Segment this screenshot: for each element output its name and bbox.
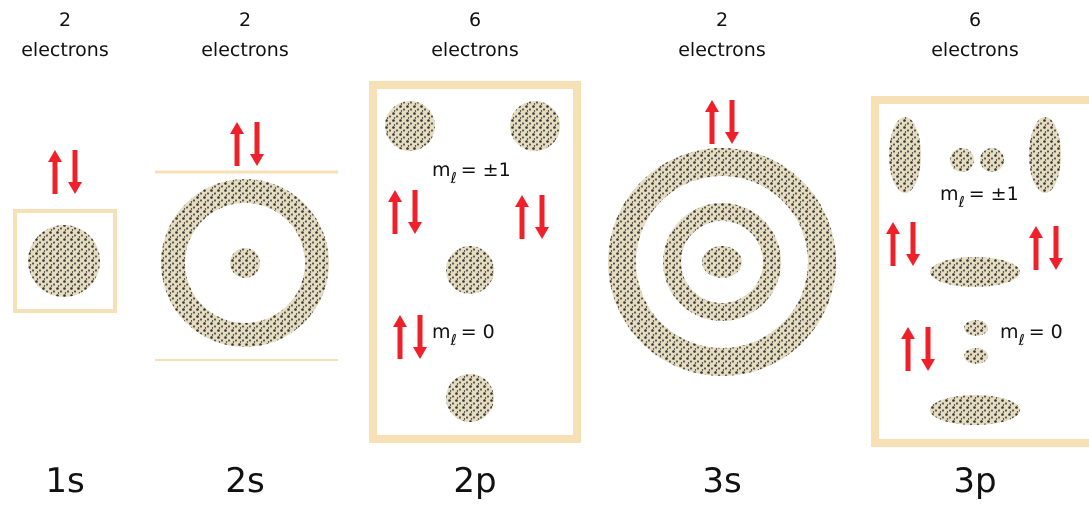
electron-count: 2	[239, 9, 251, 31]
text-part: ℓ	[1018, 331, 1025, 349]
electron-unit: electrons	[678, 39, 766, 61]
text-part: m	[432, 321, 451, 343]
ml-label: mℓ= ±1	[940, 183, 1019, 211]
spin-arrows	[388, 190, 422, 234]
ml-label: mℓ= 0	[432, 321, 495, 349]
text-part: ℓ	[958, 193, 965, 211]
orbital-3s: 2 electrons 3s	[622, 9, 822, 501]
spin-arrows	[48, 150, 82, 194]
spin-arrows	[230, 122, 264, 166]
orbital-diagram: 2 electrons 1s 2 electrons 2s 6 electron…	[0, 0, 1089, 506]
cloud	[889, 117, 921, 193]
cloud	[385, 101, 435, 151]
cloud	[230, 248, 260, 278]
cloud	[702, 246, 742, 278]
cloud	[28, 225, 100, 297]
orbital-label: 1s	[45, 461, 84, 501]
text-part: = 0	[461, 321, 495, 343]
electron-count: 6	[469, 9, 481, 31]
cloud	[930, 395, 1020, 425]
spin-arrows	[1029, 226, 1063, 270]
electron-count: 6	[969, 9, 981, 31]
orbital-label: 2s	[225, 461, 264, 501]
text-part: ℓ	[450, 169, 457, 187]
electron-unit: electrons	[431, 39, 519, 61]
cloud	[964, 348, 988, 364]
ml-label: mℓ= ±1	[432, 159, 511, 187]
cloud	[950, 148, 974, 172]
orbital-3p: 6 electrons mℓ= ±1 mℓ= 0 3p	[875, 9, 1089, 501]
orbital-1s: 2 electrons 1s	[15, 9, 115, 501]
orbital-label: 2p	[453, 461, 496, 501]
text-part: m	[432, 159, 451, 181]
cloud	[1029, 117, 1061, 193]
electron-count: 2	[716, 9, 728, 31]
electron-count: 2	[59, 9, 71, 31]
orbital-2s: 2 electrons 2s	[155, 9, 338, 501]
electron-unit: electrons	[21, 39, 109, 61]
orbital-2p: 6 electrons mℓ= ±1 mℓ= 0 2p	[373, 9, 577, 501]
text-part: m	[940, 183, 959, 205]
text-part: = ±1	[969, 183, 1019, 205]
text-part: m	[1000, 321, 1019, 343]
text-part: = 0	[1029, 321, 1063, 343]
spin-arrows	[393, 315, 427, 359]
spin-arrows	[901, 327, 935, 371]
cloud	[980, 148, 1004, 172]
orbital-label: 3s	[702, 461, 741, 501]
cloud	[930, 257, 1020, 287]
cloud	[964, 320, 988, 336]
text-part: = ±1	[461, 159, 511, 181]
orbital-label: 3p	[953, 461, 996, 501]
spin-arrows	[705, 100, 739, 144]
cloud	[510, 101, 560, 151]
electron-unit: electrons	[931, 39, 1019, 61]
spin-arrows	[886, 222, 920, 266]
text-part: ℓ	[450, 331, 457, 349]
cloud	[446, 246, 494, 294]
ml-label: mℓ= 0	[1000, 321, 1063, 349]
spin-arrows	[515, 195, 549, 239]
cloud	[446, 374, 494, 422]
electron-unit: electrons	[201, 39, 289, 61]
